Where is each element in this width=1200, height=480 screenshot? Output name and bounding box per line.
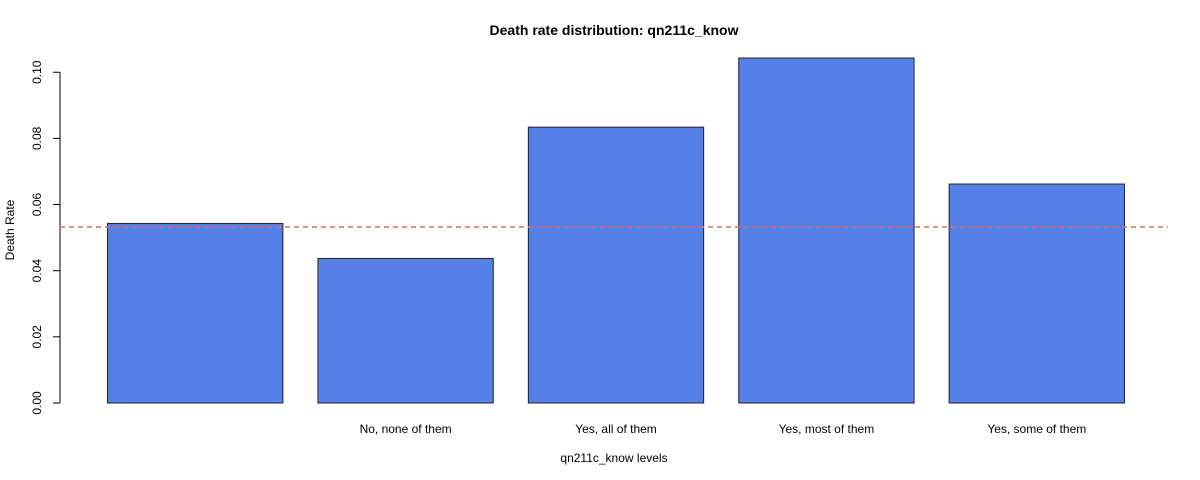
chart-title: Death rate distribution: qn211c_know: [490, 22, 739, 38]
x-tick-label: Yes, most of them: [779, 422, 875, 436]
x-tick-label: No, none of them: [360, 422, 452, 436]
x-tick-label: Yes, all of them: [575, 422, 657, 436]
x-tick-labels: No, none of them Yes, all of them Yes, mos…: [360, 422, 1087, 436]
y-axis-label: Death Rate: [3, 199, 17, 260]
y-tick-label: 0.10: [30, 60, 44, 84]
y-tick-label: 0.06: [30, 193, 44, 217]
bars: [107, 57, 1125, 404]
bar: [527, 126, 705, 404]
x-axis-label: qn211c_know levels: [560, 451, 667, 465]
y-axis: 0.00 0.02 0.04 0.06 0.08 0.10: [30, 60, 61, 415]
y-tick-label: 0.02: [30, 325, 44, 349]
bar: [738, 57, 915, 404]
y-tick-label: 0.08: [30, 126, 44, 150]
bar: [317, 257, 494, 404]
bar: [107, 222, 284, 404]
x-tick-label: Yes, some of them: [987, 422, 1086, 436]
y-tick-label: 0.04: [30, 259, 44, 283]
bar: [948, 183, 1125, 404]
y-tick-label: 0.00: [30, 391, 44, 415]
